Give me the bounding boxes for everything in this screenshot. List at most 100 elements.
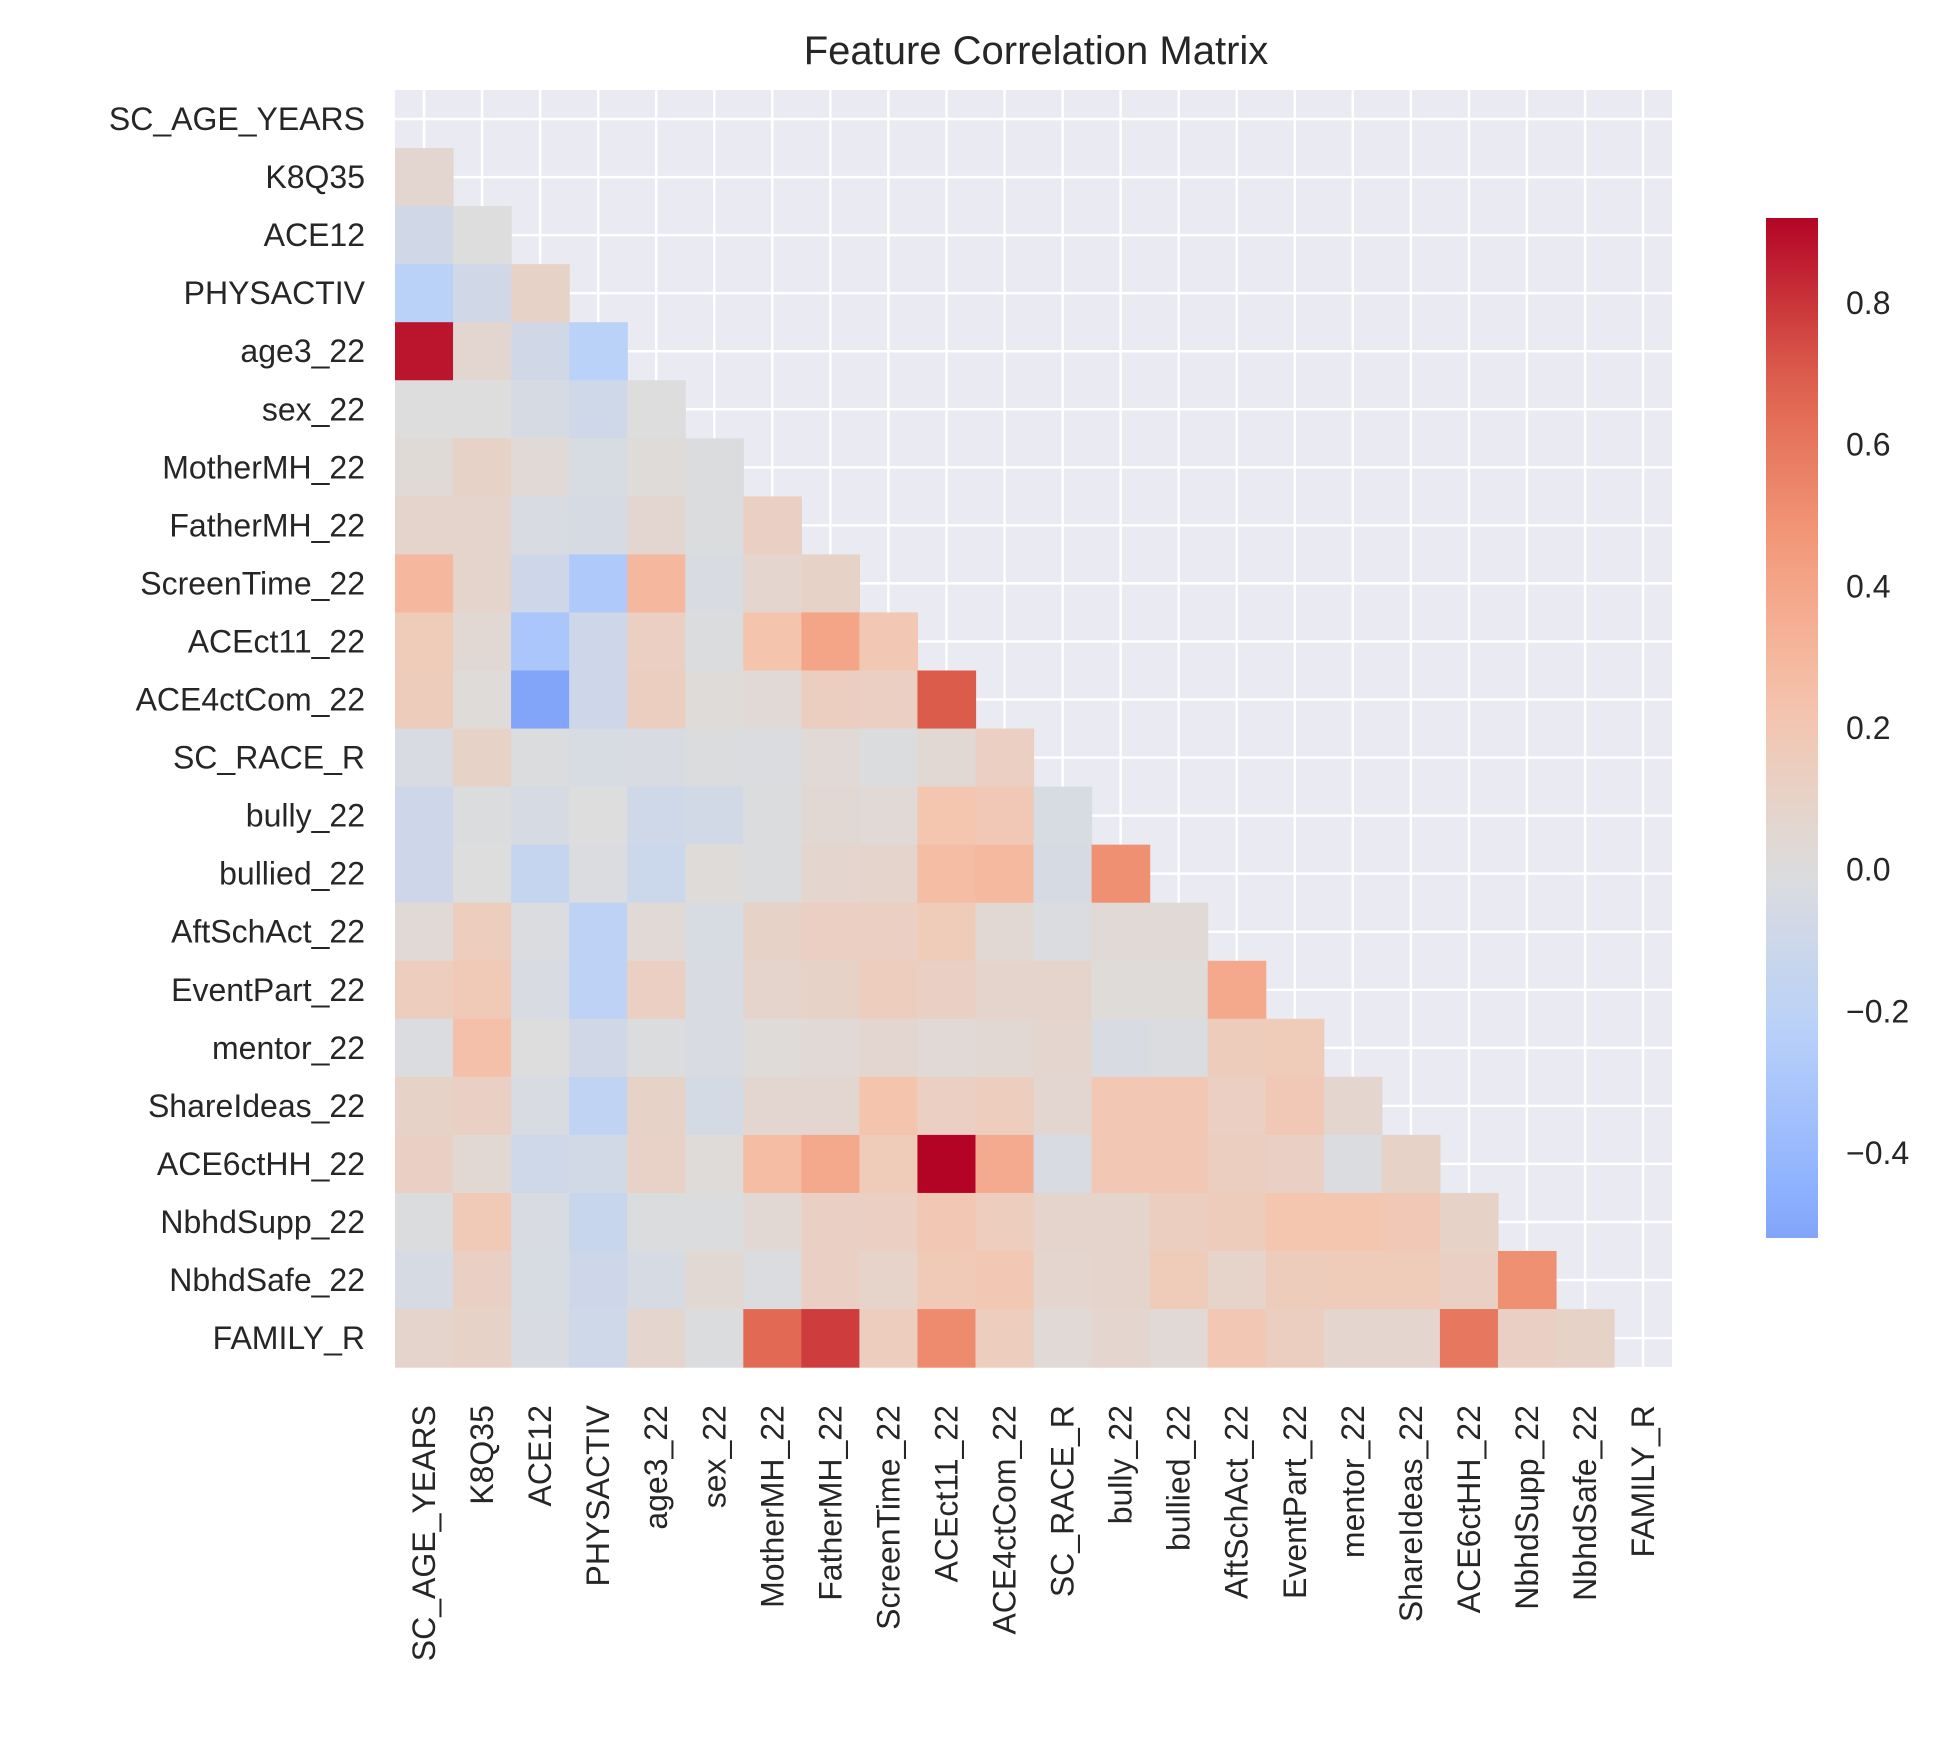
heatmap-cell-AftSchAct_22-bullied_22 <box>1149 902 1209 962</box>
heatmap-cell-ShareIdeas_22-PHYSACTIV <box>569 1076 628 1136</box>
heatmap-cell-NbhdSafe_22-mentor_22 <box>1323 1251 1383 1310</box>
heatmap-cell-NbhdSafe_22-ACE12 <box>511 1251 570 1310</box>
heatmap-cell-AftSchAct_22-K8Q35 <box>453 902 512 962</box>
heatmap-cell-age3_22-PHYSACTIV <box>569 322 628 381</box>
heatmap-cell-NbhdSupp_22-bullied_22 <box>1149 1192 1209 1252</box>
colorbar-tick-labels: −0.4 −0.2 0.0 0.2 0.4 0.6 0.8 <box>1846 285 1909 1171</box>
heatmap-cell-SC_RACE_R-PHYSACTIV <box>569 728 628 788</box>
heatmap-cell-ACE6ctHH_22-MotherMH_22 <box>743 1134 802 1194</box>
colorbar-tick-label: 0.2 <box>1846 710 1890 746</box>
y-tick-label-NbhdSupp_22: NbhdSupp_22 <box>160 1204 365 1240</box>
x-tick-label-bully_22: bully_22 <box>1103 1405 1139 1524</box>
heatmap-cell-NbhdSupp_22-ACE4ctCom_22 <box>975 1192 1035 1252</box>
heatmap-cell-PHYSACTIV-ACE12 <box>511 264 570 323</box>
heatmap-cell-AftSchAct_22-ScreenTime_22 <box>859 902 919 962</box>
colorbar-tick-label: 0.4 <box>1846 568 1890 604</box>
heatmap-cell-ShareIdeas_22-ACE4ctCom_22 <box>975 1076 1035 1136</box>
heatmap-cell-NbhdSafe_22-ShareIdeas_22 <box>1381 1251 1441 1310</box>
heatmap-cell-EventPart_22-AftSchAct_22 <box>1207 960 1267 1020</box>
heatmap-cell-ACE6ctHH_22-ACEct11_22 <box>917 1134 977 1194</box>
heatmap-cell-AftSchAct_22-bully_22 <box>1091 902 1151 962</box>
colorbar-tick-label: −0.4 <box>1846 1135 1909 1171</box>
heatmap-cell-EventPart_22-ACE12 <box>511 960 570 1020</box>
heatmap-cell-ACEct11_22-ScreenTime_22 <box>859 612 919 672</box>
heatmap-cell-AftSchAct_22-ACEct11_22 <box>917 902 977 962</box>
y-tick-label-ACEct11_22: ACEct11_22 <box>188 623 365 659</box>
y-tick-label-K8Q35: K8Q35 <box>265 159 365 195</box>
heatmap-cell-ScreenTime_22-sex_22 <box>685 554 744 614</box>
heatmap-cell-NbhdSafe_22-bullied_22 <box>1149 1251 1209 1310</box>
heatmap-cell-ACEct11_22-SC_AGE_YEARS <box>395 612 454 672</box>
heatmap-cell-NbhdSupp_22-AftSchAct_22 <box>1207 1192 1267 1252</box>
colorbar <box>1766 218 1818 1238</box>
heatmap-cell-bully_22-ACE4ctCom_22 <box>975 786 1035 846</box>
x-tick-label-mentor_22: mentor_22 <box>1335 1405 1371 1558</box>
heatmap-cell-NbhdSupp_22-FatherMH_22 <box>801 1192 860 1252</box>
y-tick-label-FAMILY_R: FAMILY_R <box>213 1320 365 1356</box>
heatmap-cell-FAMILY_R-ACE6ctHH_22 <box>1439 1309 1499 1368</box>
heatmap-cell-ShareIdeas_22-FatherMH_22 <box>801 1076 860 1136</box>
colorbar-tick-label: 0.0 <box>1846 852 1890 888</box>
heatmap-cell-bully_22-SC_RACE_R <box>1033 786 1093 846</box>
heatmap-cell-NbhdSupp_22-age3_22 <box>627 1192 686 1252</box>
heatmap-cell-FAMILY_R-NbhdSupp_22 <box>1497 1309 1557 1368</box>
heatmap-cell-ACEct11_22-K8Q35 <box>453 612 512 672</box>
heatmap-cell-AftSchAct_22-SC_AGE_YEARS <box>395 902 454 962</box>
heatmap-cell-ACE6ctHH_22-ACE12 <box>511 1134 570 1194</box>
heatmap-cell-sex_22-age3_22 <box>627 380 686 439</box>
heatmap-cell-EventPart_22-ACE4ctCom_22 <box>975 960 1035 1020</box>
heatmap-cell-sex_22-ACE12 <box>511 380 570 439</box>
colorbar-tick-label: −0.2 <box>1846 993 1909 1029</box>
heatmap-cell-NbhdSupp_22-MotherMH_22 <box>743 1192 802 1252</box>
heatmap-cell-EventPart_22-age3_22 <box>627 960 686 1020</box>
heatmap-cell-NbhdSupp_22-ACEct11_22 <box>917 1192 977 1252</box>
heatmap-cell-NbhdSupp_22-mentor_22 <box>1323 1192 1383 1252</box>
heatmap-cell-ACE6ctHH_22-EventPart_22 <box>1265 1134 1325 1194</box>
heatmap-cell-bullied_22-age3_22 <box>627 844 686 904</box>
heatmap-cell-age3_22-SC_AGE_YEARS <box>395 322 454 381</box>
heatmap-cell-ShareIdeas_22-mentor_22 <box>1323 1076 1383 1136</box>
x-tick-label-NbhdSafe_22: NbhdSafe_22 <box>1567 1405 1603 1601</box>
heatmap-cell-sex_22-PHYSACTIV <box>569 380 628 439</box>
heatmap-cell-bullied_22-SC_AGE_YEARS <box>395 844 454 904</box>
heatmap-cell-NbhdSafe_22-NbhdSupp_22 <box>1497 1251 1557 1310</box>
heatmap-cell-mentor_22-SC_RACE_R <box>1033 1018 1093 1078</box>
y-tick-label-FatherMH_22: FatherMH_22 <box>169 507 365 543</box>
x-tick-label-sex_22: sex_22 <box>696 1405 732 1508</box>
heatmap-cell-EventPart_22-K8Q35 <box>453 960 512 1020</box>
heatmap-cell-bully_22-K8Q35 <box>453 786 512 846</box>
heatmap-cell-FAMILY_R-bullied_22 <box>1149 1309 1209 1368</box>
heatmap-cell-MotherMH_22-PHYSACTIV <box>569 438 628 497</box>
heatmap-cell-ACE6ctHH_22-ACE4ctCom_22 <box>975 1134 1035 1194</box>
heatmap-cell-NbhdSupp_22-bully_22 <box>1091 1192 1151 1252</box>
heatmap-cell-ShareIdeas_22-ACE12 <box>511 1076 570 1136</box>
heatmap-cell-mentor_22-ACE12 <box>511 1018 570 1078</box>
y-tick-label-mentor_22: mentor_22 <box>212 1030 365 1066</box>
heatmap-cell-ScreenTime_22-MotherMH_22 <box>743 554 802 614</box>
heatmap-cell-NbhdSafe_22-FatherMH_22 <box>801 1251 860 1310</box>
heatmap-cell-NbhdSupp_22-sex_22 <box>685 1192 744 1252</box>
heatmap-cell-ACE4ctCom_22-ACEct11_22 <box>917 670 977 730</box>
heatmap-cell-bullied_22-sex_22 <box>685 844 744 904</box>
heatmap-cell-ACE4ctCom_22-SC_AGE_YEARS <box>395 670 454 730</box>
y-tick-label-sex_22: sex_22 <box>262 391 365 427</box>
heatmap-cell-AftSchAct_22-ACE4ctCom_22 <box>975 902 1035 962</box>
y-tick-label-ACE12: ACE12 <box>264 217 365 253</box>
heatmap-cell-NbhdSafe_22-ACEct11_22 <box>917 1251 977 1310</box>
heatmap-cell-AftSchAct_22-MotherMH_22 <box>743 902 802 962</box>
heatmap-cell-ShareIdeas_22-AftSchAct_22 <box>1207 1076 1267 1136</box>
heatmap-cell-bullied_22-SC_RACE_R <box>1033 844 1093 904</box>
x-tick-label-age3_22: age3_22 <box>638 1405 674 1530</box>
heatmap-cell-ACE6ctHH_22-PHYSACTIV <box>569 1134 628 1194</box>
heatmap-cell-NbhdSafe_22-ACE4ctCom_22 <box>975 1251 1035 1310</box>
heatmap-cell-FAMILY_R-FatherMH_22 <box>801 1309 860 1368</box>
heatmap-cell-NbhdSupp_22-PHYSACTIV <box>569 1192 628 1252</box>
heatmap-cell-FatherMH_22-sex_22 <box>685 496 744 555</box>
heatmap-cell-NbhdSupp_22-ScreenTime_22 <box>859 1192 919 1252</box>
heatmap-cell-bully_22-age3_22 <box>627 786 686 846</box>
heatmap-cell-SC_RACE_R-sex_22 <box>685 728 744 788</box>
heatmap-cell-bully_22-ScreenTime_22 <box>859 786 919 846</box>
heatmap-cell-ShareIdeas_22-age3_22 <box>627 1076 686 1136</box>
heatmap-cell-ShareIdeas_22-MotherMH_22 <box>743 1076 802 1136</box>
heatmap-cell-bully_22-sex_22 <box>685 786 744 846</box>
